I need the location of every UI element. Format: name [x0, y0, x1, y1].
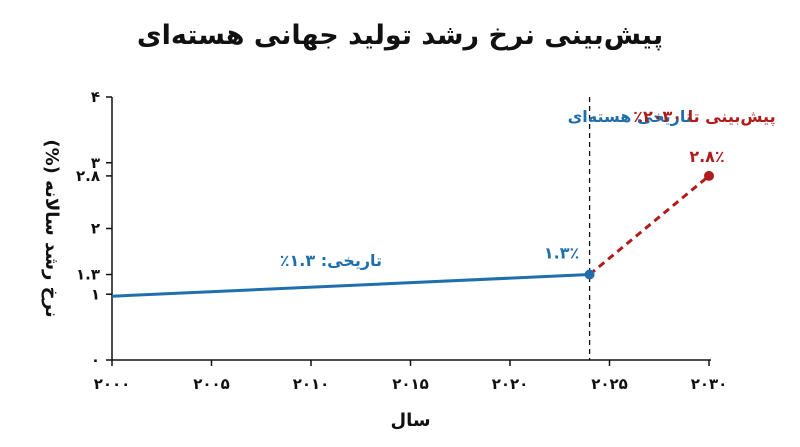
x-tick-label: ۲۰۰۵: [193, 375, 230, 393]
forecast-series-line: [588, 174, 710, 276]
y-tick-label: ۳: [91, 154, 100, 172]
historical-rate-label: تاریخی: ۱.۳٪: [280, 251, 382, 270]
x-tick-label: ۲۰۱۵: [392, 375, 429, 393]
chart-title: پیش‌بینی نرخ رشد تولید جهانی هسته‌ای: [136, 20, 664, 51]
plot-area: [111, 97, 714, 360]
y-tick-label: ۲: [91, 220, 100, 238]
x-tick-label: ۲۰۲۰: [492, 375, 529, 393]
x-tick-label: ۲۰۲۵: [591, 375, 628, 393]
y-axis-title: نرخ رشد سالانه (%): [41, 139, 62, 317]
y-tick-label: ۲.۸: [76, 167, 100, 185]
forecast-region-label: پیش‌بینی تا ۲۰۳۰٪: [633, 107, 775, 127]
point-2024-label: ۱.۳٪: [544, 244, 579, 263]
x-tick-label: ۲۰۱۰: [293, 375, 330, 393]
y-ticks: ۰ ۱۱.۳ ۲ ۲.۸۳ ۴: [76, 88, 112, 369]
x-axis-title: سال: [390, 410, 430, 431]
axes: [111, 97, 711, 361]
historical-region-label: تاریخی هسته‌ای: [568, 107, 692, 126]
x-tick-label: ۲۰۰۰: [94, 375, 131, 393]
y-tick-label: ۴: [91, 88, 100, 106]
historical-end-point: [584, 269, 595, 280]
point-2030-label: ۲.۸٪: [689, 147, 724, 166]
forecast-end-point: [704, 170, 714, 181]
historical-series-line: [111, 273, 590, 298]
y-tick-label: ۱: [91, 285, 100, 303]
y-tick-label: ۰: [91, 351, 100, 369]
y-tick-label: ۱.۳: [76, 266, 100, 284]
x-ticks: ۲۰۰۰ ۲۰۰۵ ۲۰۱۰ ۲۰۱۵ ۲۰۲۰ ۲۰۲۵ ۲۰۳۰: [94, 360, 728, 393]
x-tick-label: ۲۰۳۰: [691, 375, 728, 393]
